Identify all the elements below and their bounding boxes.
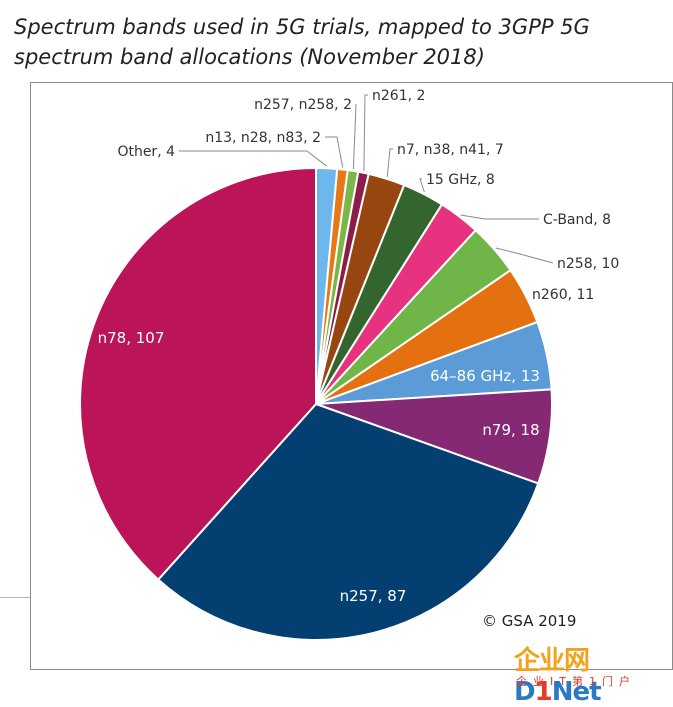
slice-label: n257, 87 — [340, 587, 407, 605]
slice-label: n7, n38, n41, 7 — [397, 142, 504, 158]
divider — [0, 597, 30, 598]
watermark-subtitle: 企业IT第1门户 — [516, 675, 636, 688]
pie-slice-n78 — [79, 166, 317, 581]
slice-label: n261, 2 — [372, 88, 425, 104]
slice-label: 15 GHz, 8 — [426, 172, 495, 188]
slice-label: n257, n258, 2 — [254, 97, 352, 113]
leader-line — [363, 94, 368, 171]
leader-line — [419, 178, 425, 193]
slice-label: n79, 18 — [482, 421, 539, 439]
pie-chart: Other, 4 n13, n28, n83, 2 n257, n258, 2 n26… — [79, 88, 619, 641]
slice-label: 64–86 GHz, 13 — [430, 367, 540, 385]
slice-label: n260, 11 — [532, 287, 594, 303]
watermark-logo: 企业网D1Net 企业IT第1门户 — [508, 640, 673, 707]
slice-label: Other, 4 — [117, 144, 175, 160]
slice-label: C-Band, 8 — [543, 212, 611, 228]
leader-line — [460, 214, 539, 220]
slice-label: n78, 107 — [98, 329, 165, 347]
leader-line — [179, 150, 328, 167]
leader-line — [386, 148, 393, 177]
leader-line — [495, 247, 554, 264]
slice-label: n13, n28, n83, 2 — [205, 130, 321, 146]
leader-line — [325, 136, 344, 168]
pie-slice-n257 — [156, 402, 540, 641]
chart-title: Spectrum bands used in 5G trials, mapped… — [14, 15, 590, 69]
leader-line — [352, 103, 357, 170]
watermark-cn: 企业网 — [514, 646, 590, 676]
slice-label: n258, 10 — [557, 256, 619, 272]
credit-label: © GSA 2019 — [482, 612, 576, 630]
